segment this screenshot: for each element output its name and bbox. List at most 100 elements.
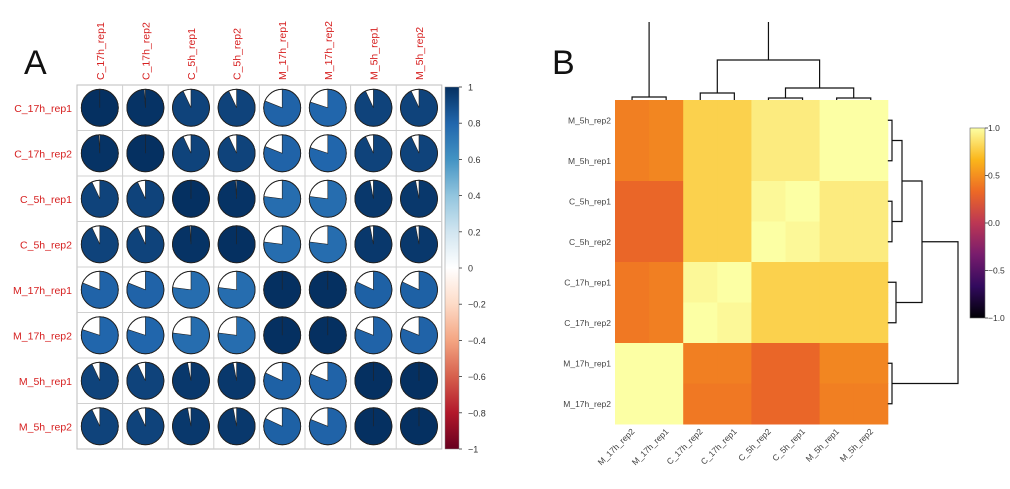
heatmap-cell [751, 221, 786, 263]
heatmap-cell [717, 343, 752, 384]
dendrogram-branch [699, 92, 735, 100]
heatmap-cell [853, 100, 889, 141]
pie-outline [263, 179, 302, 218]
pie-outline [126, 270, 165, 309]
colorbar-a [444, 86, 460, 450]
pie-outline [354, 225, 393, 264]
pie-outline [80, 407, 119, 446]
heatmap-cell [683, 221, 718, 263]
pie-outline [217, 270, 256, 309]
pie-outline [126, 407, 165, 446]
pie-outline [80, 316, 119, 355]
heatmap-cell [751, 302, 786, 344]
column-label: M_5h_rep1 [368, 27, 380, 80]
heatmap-cell [751, 181, 786, 222]
heatmap-cell [819, 140, 855, 182]
pie-outline [172, 88, 210, 127]
pie-outline [80, 134, 119, 173]
dendrogram-branch [887, 281, 897, 324]
pie-outline [172, 225, 210, 264]
pie-outline [217, 134, 256, 173]
column-label: M_17h_rep2 [323, 21, 335, 80]
heatmap-cell [751, 383, 786, 425]
colorbar-tick-label: −0.4 [468, 336, 486, 346]
heatmap-cell [785, 221, 821, 263]
pie-outline [172, 361, 210, 400]
column-label: C_5h_rep2 [232, 28, 244, 80]
pie-outline [354, 179, 393, 218]
pie-outline [354, 316, 393, 355]
pie-outline [126, 88, 165, 127]
row-label: C_5h_rep2 [569, 237, 611, 247]
heatmap-cell [819, 302, 855, 344]
row-label: M_5h_rep2 [19, 421, 72, 433]
row-label: M_17h_rep1 [13, 285, 72, 297]
dendrogram-branch [631, 96, 667, 99]
heatmap-cell [649, 100, 684, 141]
heatmap-cell [819, 262, 855, 303]
colorbar-tick-label: 0.8 [468, 119, 481, 129]
heatmap-cell [649, 221, 684, 263]
heatmap-cell [683, 181, 718, 222]
colorbar-tick-label: 1.0 [988, 123, 1000, 133]
colorbar-tick-label: 0.0 [988, 218, 1000, 228]
pie-outline [263, 88, 302, 127]
heatmap-cell [649, 140, 684, 182]
colorbar-tick-label: −0.8 [468, 408, 486, 418]
pie-outline [354, 88, 393, 127]
pie-outline [172, 407, 210, 446]
heatmap-cell [853, 140, 889, 182]
heatmap-cell [615, 100, 650, 141]
pie-outline [400, 361, 438, 400]
panel-a-letter: A [24, 44, 47, 82]
row-label: C_5h_rep1 [569, 196, 611, 206]
heatmap-cell [649, 181, 684, 222]
pie-outline [80, 88, 119, 127]
pie-outline [263, 316, 302, 355]
heatmap-cell [683, 383, 718, 425]
colorbar-tick-label: 0.6 [468, 155, 481, 165]
heatmap-cell [683, 100, 718, 141]
pie-outline [217, 225, 256, 264]
heatmap-cell [853, 262, 889, 303]
column-label: C_5h_rep2 [736, 426, 773, 463]
pie-outline [80, 270, 119, 309]
pie-outline [80, 179, 119, 218]
pie-outline [308, 270, 347, 309]
column-label: M_5h_rep2 [838, 426, 876, 464]
row-label: M_5h_rep1 [19, 376, 72, 388]
column-label: C_17h_rep1 [699, 426, 739, 466]
pie-outline [126, 134, 165, 173]
heatmap-cell [615, 302, 650, 344]
row-label: C_5h_rep1 [20, 194, 72, 206]
column-label: M_5h_rep2 [414, 27, 426, 80]
pie-outline [308, 88, 347, 127]
pie-outline [172, 179, 210, 218]
column-label: C_17h_rep1 [95, 22, 107, 80]
colorbar-tick-label: 0.2 [468, 227, 481, 237]
colorbar-tick-label: 1 [468, 83, 473, 93]
pie-outline [308, 134, 347, 173]
heatmap-cell [785, 181, 821, 222]
colorbar-tick-label: 0.5 [988, 171, 1000, 181]
pie-outline [217, 179, 256, 218]
dendrogram-branch [784, 87, 855, 98]
heatmap-cell [751, 343, 786, 384]
pie-outline [400, 316, 438, 355]
pie-outline [263, 134, 302, 173]
dendrogram-branch [892, 241, 959, 385]
pie-outline [126, 179, 165, 218]
heatmap-cell [853, 383, 889, 425]
column-label: M_17h_rep1 [277, 21, 289, 80]
pie-outline [263, 270, 302, 309]
heatmap-cell [615, 262, 650, 303]
row-label: C_5h_rep2 [20, 239, 72, 251]
heatmap-cell [717, 221, 752, 263]
pie-outline [400, 270, 438, 309]
heatmap-cell [615, 181, 650, 222]
heatmap-cell [785, 262, 821, 303]
heatmap-cell [683, 140, 718, 182]
colorbar-tick-label: −1 [468, 445, 478, 455]
row-label: M_5h_rep1 [568, 156, 611, 166]
heatmap-cell [853, 302, 889, 344]
